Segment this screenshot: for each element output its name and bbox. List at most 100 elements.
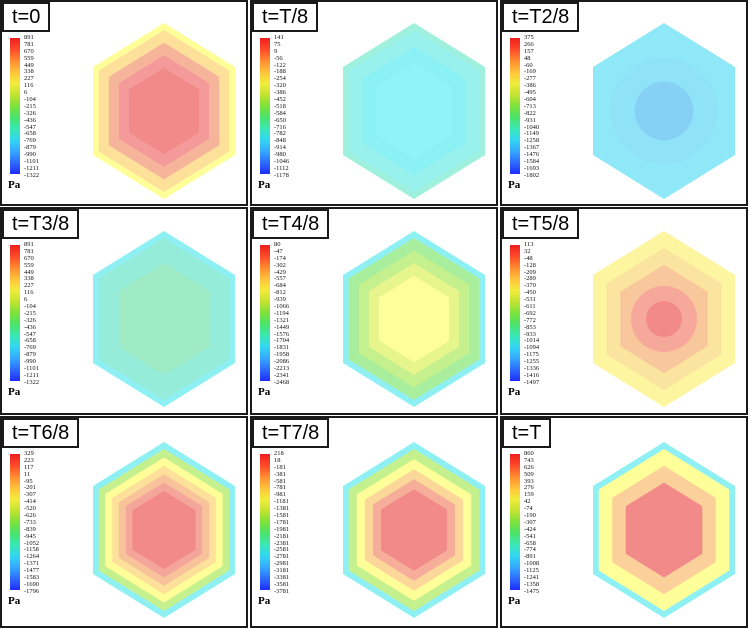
colorbar-tick-label: -1175 bbox=[524, 351, 539, 359]
colorbar-tick-label: 329 bbox=[24, 450, 34, 457]
colorbar-tick-label: 266 bbox=[524, 40, 534, 48]
colorbar-tick-label: -1796 bbox=[24, 587, 40, 595]
pressure-field-plot bbox=[93, 23, 235, 199]
colorbar-tick-label: -1008 bbox=[524, 560, 540, 568]
colorbar-tick-label: -3181 bbox=[274, 567, 290, 575]
colorbar-tick-label: -1181 bbox=[274, 498, 289, 506]
colorbar-tick-label: 449 bbox=[24, 268, 34, 276]
colorbar-tick-label: -429 bbox=[274, 268, 286, 276]
colorbar-tick-label: 32 bbox=[524, 247, 531, 255]
colorbar-tick-label: -174 bbox=[274, 254, 286, 262]
colorbar-tick-label: -1066 bbox=[274, 303, 290, 311]
colorbar-tick-labels: 80 -47 -174 -302 -429 -557 -684 -812 -939 -1066 -1… bbox=[274, 241, 314, 386]
time-label: t=T7/8 bbox=[252, 418, 330, 448]
colorbar-tick-label: -879 bbox=[24, 351, 36, 359]
colorbar-tick-labels: 891 781 670 559 449 338 227 116 6 -104 -215 -326 -43… bbox=[24, 34, 64, 179]
colorbar-tick-label: 227 bbox=[24, 282, 34, 290]
colorbar-tick-label: -684 bbox=[274, 282, 286, 290]
colorbar-tick-label: -1321 bbox=[274, 316, 290, 324]
colorbar-tick-label: -733 bbox=[24, 518, 36, 526]
colorbar-tick-label: -2181 bbox=[274, 532, 290, 540]
colorbar-tick-label: -611 bbox=[524, 303, 536, 311]
colorbar-tick-label: -879 bbox=[24, 144, 36, 152]
colorbar-tick-labels: 891 781 670 559 449 338 227 116 6 -104 -215 -326 -43… bbox=[24, 241, 64, 386]
colorbar bbox=[10, 38, 20, 174]
contour-panel: 80 -47 -174 -302 -429 -557 -684 -812 -939 -1066 -1… bbox=[250, 207, 498, 415]
colorbar-tick-label: -381 bbox=[274, 470, 286, 478]
colorbar-tick-label: -1958 bbox=[274, 351, 290, 359]
colorbar-tick-label: 6 bbox=[24, 89, 28, 97]
colorbar-tick-label: 75 bbox=[274, 40, 281, 48]
contour-panel: 329 223 117 11 -95 -201 -307 -414 -520 -626 -733 -8… bbox=[0, 416, 248, 628]
colorbar-tick-label: -2468 bbox=[274, 378, 290, 386]
pressure-field-plot bbox=[593, 23, 735, 199]
field-core-region bbox=[129, 67, 199, 155]
colorbar-tick-label: -1322 bbox=[24, 171, 40, 179]
colorbar-tick-label: -769 bbox=[24, 344, 36, 352]
colorbar-tick-label: 375 bbox=[524, 34, 534, 41]
colorbar-tick-label: 860 bbox=[524, 450, 534, 457]
colorbar-tick-label: -1802 bbox=[524, 171, 540, 179]
colorbar-tick-label: -1475 bbox=[524, 587, 540, 595]
colorbar-unit-label: Pa bbox=[258, 595, 271, 607]
field-core-region bbox=[118, 263, 210, 375]
colorbar-tick-label: -914 bbox=[274, 144, 286, 152]
colorbar-tick-label: -1101 bbox=[24, 365, 39, 373]
colorbar-tick-label: -215 bbox=[24, 309, 36, 317]
colorbar-tick-label: 393 bbox=[524, 477, 534, 485]
time-label: t=T2/8 bbox=[502, 2, 580, 32]
field-core-region bbox=[379, 275, 449, 363]
colorbar-tick-label: 743 bbox=[524, 456, 534, 464]
colorbar bbox=[510, 38, 520, 174]
colorbar-tick-label: -2581 bbox=[274, 546, 290, 554]
pressure-field-plot bbox=[593, 442, 735, 618]
colorbar-tick-label: -1112 bbox=[274, 164, 289, 172]
colorbar-tick-label: -326 bbox=[24, 109, 36, 117]
colorbar-tick-label: -1358 bbox=[524, 580, 540, 588]
colorbar-tick-label: 9 bbox=[274, 47, 278, 55]
colorbar-tick-label: -945 bbox=[24, 532, 36, 540]
colorbar-tick-label: -584 bbox=[274, 109, 286, 117]
colorbar-tick-label: -326 bbox=[24, 316, 36, 324]
colorbar-tick-label: 159 bbox=[524, 491, 534, 499]
colorbar-tick-label: -853 bbox=[524, 323, 536, 331]
pressure-field-plot bbox=[343, 442, 485, 618]
colorbar-tick-label: -122 bbox=[274, 61, 286, 69]
colorbar-tick-label: -1322 bbox=[24, 378, 40, 386]
colorbar-tick-label: -1371 bbox=[24, 560, 40, 568]
colorbar-tick-label: -181 bbox=[274, 463, 286, 471]
colorbar-tick-label: 781 bbox=[24, 40, 34, 48]
colorbar-tick-label: -604 bbox=[524, 96, 536, 104]
colorbar-tick-label: -782 bbox=[274, 130, 286, 138]
colorbar-unit-label: Pa bbox=[508, 179, 521, 191]
contour-panel: 218 18 -181 -381 -581 -781 -981 -1181 -1381 -1581… bbox=[250, 416, 498, 628]
colorbar-tick-label: -169 bbox=[524, 68, 536, 76]
colorbar-unit-label: Pa bbox=[8, 386, 21, 398]
colorbar-tick-label: 223 bbox=[24, 456, 34, 464]
colorbar-tick-label: -104 bbox=[24, 96, 36, 104]
colorbar-tick-label: -774 bbox=[524, 546, 536, 554]
colorbar-tick-label: 117 bbox=[24, 463, 34, 471]
colorbar-tick-label: 11 bbox=[24, 470, 31, 478]
colorbar-tick-label: -891 bbox=[524, 553, 536, 561]
colorbar-tick-label: 6 bbox=[24, 296, 28, 304]
colorbar-tick-label: -547 bbox=[24, 330, 36, 338]
colorbar-tick-label: -1831 bbox=[274, 344, 290, 352]
colorbar-tick-label: -692 bbox=[524, 309, 536, 317]
colorbar-tick-label: -658 bbox=[524, 539, 536, 547]
colorbar-unit-label: Pa bbox=[258, 386, 271, 398]
colorbar-tick-label: -713 bbox=[524, 102, 536, 110]
colorbar-tick-label: 141 bbox=[274, 34, 284, 41]
colorbar-tick-label: -74 bbox=[524, 505, 533, 513]
colorbar-tick-label: -1336 bbox=[524, 365, 540, 373]
time-label: t=T5/8 bbox=[502, 209, 580, 239]
colorbar-tick-label: -1381 bbox=[274, 505, 290, 513]
colorbar-tick-label: -990 bbox=[24, 151, 36, 159]
colorbar-tick-label: -980 bbox=[274, 151, 286, 159]
colorbar-tick-label: -1704 bbox=[274, 337, 290, 345]
colorbar-tick-label: -2213 bbox=[274, 365, 290, 373]
colorbar-tick-label: 113 bbox=[524, 241, 534, 248]
colorbar-unit-label: Pa bbox=[508, 595, 521, 607]
colorbar-tick-label: -772 bbox=[524, 316, 536, 324]
